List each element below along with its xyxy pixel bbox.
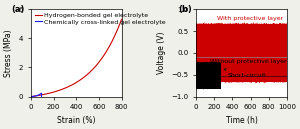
Text: Without protective layer: Without protective layer [210,59,287,64]
X-axis label: Time (h): Time (h) [226,116,257,125]
Legend: Hydrogen-bonded gel electrolyte, Chemically cross-linked gel electrolyte: Hydrogen-bonded gel electrolyte, Chemica… [34,12,166,25]
Text: (a): (a) [11,5,24,14]
Y-axis label: Voltage (V): Voltage (V) [157,32,166,74]
Y-axis label: Stress (MPa): Stress (MPa) [4,29,13,77]
Text: Short-circuit: Short-circuit [224,69,266,78]
Text: With protective layer: With protective layer [218,16,284,21]
X-axis label: Strain (%): Strain (%) [57,116,95,125]
Text: (b): (b) [178,5,192,14]
